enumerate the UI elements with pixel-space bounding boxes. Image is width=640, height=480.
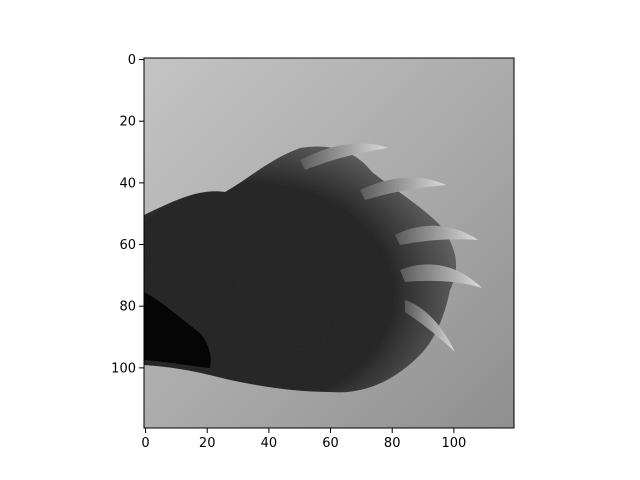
y-tick-label: 100 — [111, 361, 136, 376]
paw-shadow — [144, 292, 211, 368]
paw-body — [144, 146, 457, 393]
y-tick-label: 20 — [119, 115, 136, 130]
axes-frame — [143, 57, 515, 429]
y-tick-label: 80 — [119, 300, 136, 315]
claw-3 — [395, 225, 478, 245]
x-tick-label: 60 — [322, 436, 339, 451]
image-content — [144, 58, 514, 428]
claw-2 — [360, 177, 446, 200]
x-tick-label: 20 — [199, 436, 216, 451]
claw-5 — [405, 300, 455, 352]
x-tick-label: 80 — [384, 436, 401, 451]
claw-4 — [400, 264, 482, 288]
image-axes: 0 20 40 60 80 100 0 20 40 60 80 100 — [111, 53, 515, 451]
x-tick-label: 40 — [261, 436, 278, 451]
y-tick-label: 40 — [119, 176, 136, 191]
x-tick-label: 100 — [441, 436, 466, 451]
y-tick-label: 0 — [128, 53, 136, 68]
y-tick-label: 60 — [119, 238, 136, 253]
x-axis: 0 20 40 60 80 100 — [141, 428, 466, 451]
claw-1 — [300, 143, 388, 170]
claws — [300, 143, 482, 352]
y-axis: 0 20 40 60 80 100 — [111, 53, 144, 376]
x-tick-label: 0 — [141, 436, 149, 451]
